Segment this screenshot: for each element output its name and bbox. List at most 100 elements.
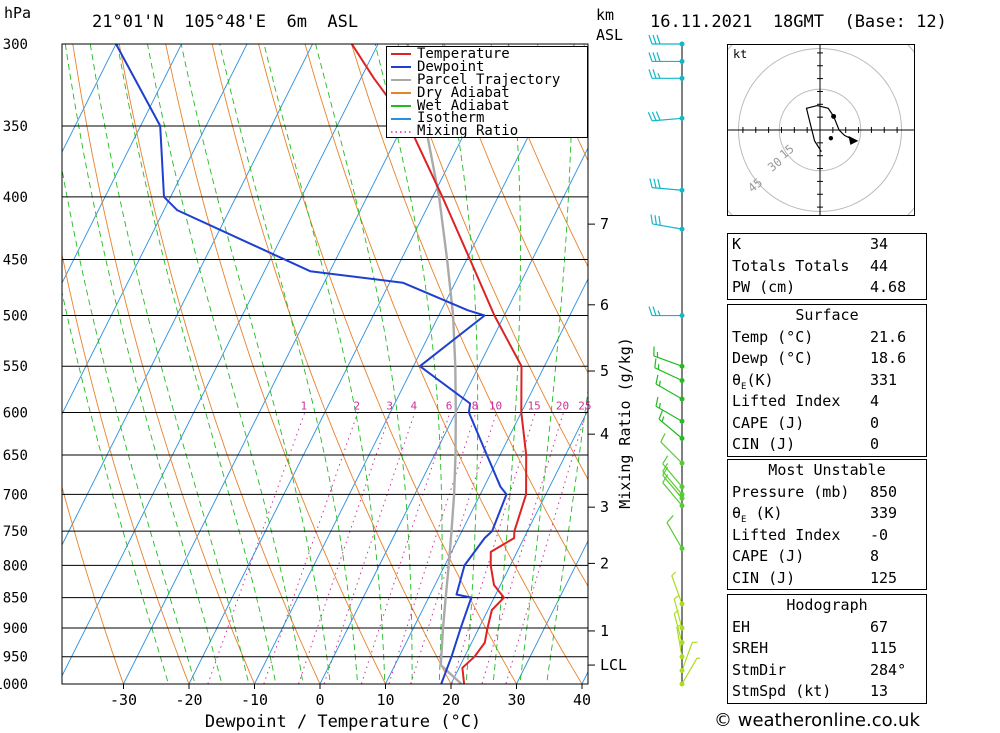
hodograph-table: Hodograph EH 67 SREH 115 StmDir 284° StmSpd…: [727, 594, 927, 704]
mixing-ratio-label: 8: [472, 399, 479, 412]
pressure-tick-label: 800: [3, 558, 28, 574]
km-tick-label: 6: [600, 296, 609, 314]
surface-cape-value: 0: [870, 413, 880, 432]
x-tick-label: -20: [175, 691, 202, 709]
pressure-tick-label: 750: [3, 524, 28, 540]
wind-barb: [660, 433, 685, 466]
wind-barb-dot: [679, 601, 685, 607]
dry-adiabat-line: [490, 44, 588, 268]
wind-barb-half-flag: [696, 657, 700, 660]
wind-barb-shaft: [673, 598, 683, 629]
wind-barb-dot: [679, 491, 685, 497]
isotherm-line: [62, 44, 379, 677]
surface-cin-label: CIN (J): [732, 435, 796, 453]
km-tick-label: 1: [600, 622, 609, 640]
x-tick-label: -30: [110, 691, 137, 709]
legend-item: Dry Adiabat: [387, 86, 587, 100]
pressure-unit-label: hPa: [4, 4, 32, 22]
km-tick-label: 7: [600, 215, 609, 233]
mixing-ratio-label: 2: [353, 399, 360, 412]
pw-label: PW (cm): [732, 278, 796, 296]
wind-barb-dot: [679, 681, 685, 687]
datetime-label: 16.11.2021 18GMT (Base: 12): [650, 12, 947, 32]
copyright-link[interactable]: © weatheronline.co.uk: [714, 710, 920, 731]
wind-barb-shaft: [676, 627, 683, 657]
pressure-tick-label: 950: [3, 650, 28, 666]
wind-barb-flag: [648, 34, 653, 45]
skewt-chart: 1 2 3 4 6 8 10 15 20 2530035040045050055060065070…: [0, 34, 700, 732]
wind-barb: [655, 374, 685, 402]
hodograph-ring-label: 15: [777, 142, 797, 162]
wind-barb: [658, 410, 685, 441]
mu-theta-label: θE (K): [732, 504, 783, 525]
surface-dewp-label: Dewp (°C): [732, 349, 814, 367]
wind-barb: [649, 178, 685, 193]
wind-barb-dot: [679, 546, 685, 552]
wind-barb-shaft: [652, 187, 683, 191]
surface-cin-value: 0: [870, 435, 880, 453]
mu-theta-value: 339: [870, 504, 898, 522]
pressure-tick-label: 550: [3, 359, 28, 375]
km-tick-label: 4: [600, 425, 609, 443]
tt-label: Totals Totals: [732, 256, 850, 275]
wind-barb-shaft: [673, 613, 683, 643]
eh-value: 67: [870, 617, 889, 636]
wind-barb: [648, 306, 685, 319]
pressure-tick-label: 1000: [0, 677, 28, 693]
wind-barb-dot: [679, 654, 685, 660]
wind-barb-half-flag: [661, 416, 665, 422]
wind-barb-half-flag: [657, 310, 661, 316]
wind-barb: [679, 641, 698, 674]
x-tick-label: 20: [442, 691, 460, 709]
mixing-ratio-line: [451, 412, 536, 684]
wind-barb-shaft: [655, 383, 683, 400]
wind-barb-dot: [679, 75, 685, 81]
wind-barb-shaft: [655, 405, 683, 422]
mu-li-label: Lifted Index: [732, 525, 841, 544]
wind-barb-flag: [653, 178, 657, 189]
surface-table: Surface Temp (°C) 21.6 Dewp (°C) 18.6 θE(K…: [727, 304, 927, 457]
km-tick-label: 3: [600, 498, 609, 516]
wind-barb-dot: [679, 460, 685, 466]
isotherm-line: [62, 44, 117, 154]
legend-swatch: [391, 117, 411, 120]
surface-li-label: Lifted Index: [732, 392, 841, 410]
surface-dewp-value: 18.6: [870, 349, 907, 367]
wind-barb: [650, 214, 685, 232]
wind-barb-flag: [651, 111, 657, 121]
wind-barb: [671, 571, 685, 607]
mu-cin-label: CIN (J): [732, 568, 796, 587]
wind-barb-dot: [679, 226, 685, 232]
wind-barb-flag: [650, 214, 654, 225]
sreh-value: 115: [870, 639, 898, 657]
wind-barb-flag: [652, 52, 657, 62]
wind-barb-dot: [679, 640, 685, 646]
wind-barb-dot: [679, 115, 685, 121]
wind-barb: [662, 463, 685, 497]
wind-barb-dot: [679, 668, 685, 674]
wind-barb-dot: [679, 378, 685, 384]
wet-adiabat-line: [64, 44, 223, 684]
wind-barb: [673, 595, 685, 631]
legend-label: Mixing Ratio: [417, 123, 519, 140]
isotherm-line: [62, 44, 183, 285]
mixing-ratio-line: [297, 412, 392, 684]
wind-barb-flag: [648, 306, 653, 316]
mu-pressure-value: 850: [870, 482, 898, 501]
legend-item: Mixing Ratio: [387, 123, 587, 140]
wind-barb-flag: [662, 466, 669, 476]
legend-swatch: [391, 92, 411, 95]
wind-barb: [648, 52, 685, 64]
wet-adiabat-line: [62, 167, 196, 684]
mixing-ratio-line: [323, 412, 416, 684]
wind-barb-flag: [662, 463, 669, 472]
hodo-title: Hodograph: [786, 596, 868, 614]
wind-barb-flag: [652, 34, 657, 45]
legend-item: Dewpoint: [387, 60, 587, 74]
pressure-tick-label: 500: [3, 309, 28, 325]
wind-barb-flag: [647, 111, 653, 122]
wind-barb-shaft: [671, 575, 683, 605]
wind-barb-shaft: [654, 367, 683, 382]
wind-barb-dot: [679, 396, 685, 402]
